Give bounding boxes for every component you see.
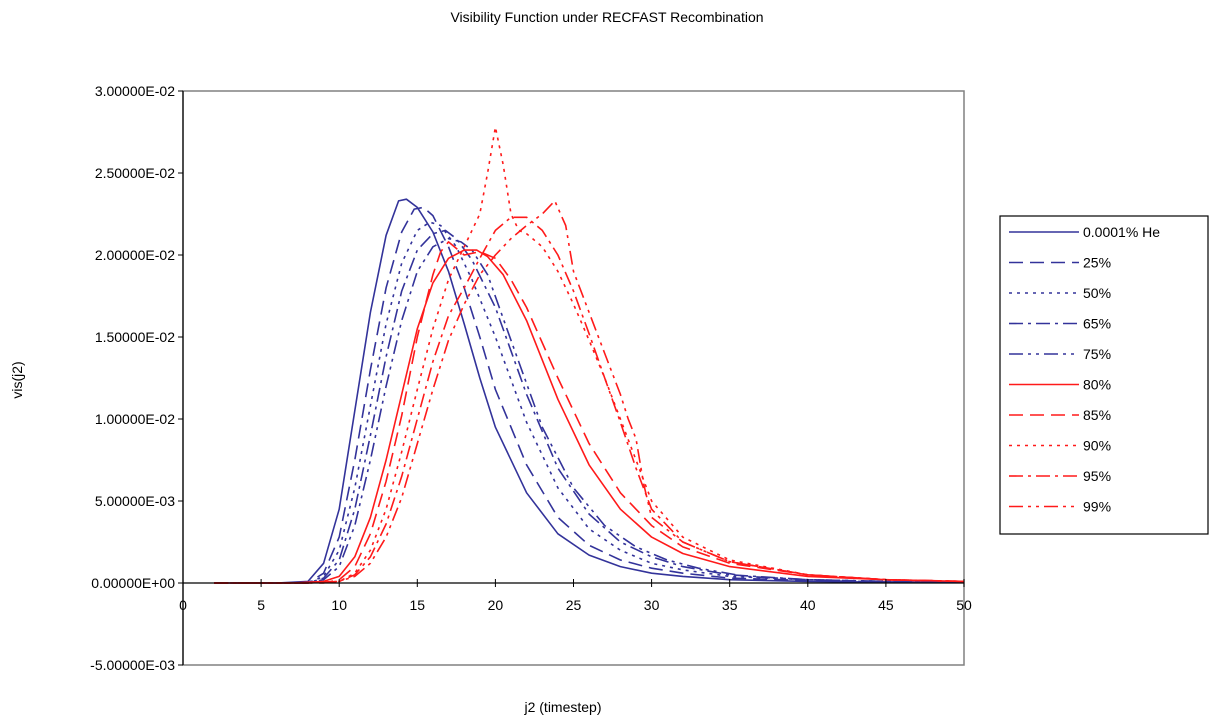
y-tick-label: 0.00000E+00: [91, 575, 175, 591]
legend-label-9: 95%: [1083, 468, 1111, 484]
x-tick-label: 0: [179, 597, 187, 613]
y-tick-label: 2.00000E-02: [95, 247, 175, 263]
series-line-5: [214, 237, 965, 584]
x-axis-title: j2 (timestep): [523, 699, 601, 715]
x-tick-label: 10: [331, 597, 347, 613]
x-tick-label: 50: [956, 597, 972, 613]
x-tick-label: 40: [800, 597, 816, 613]
legend-label-6: 80%: [1083, 377, 1111, 393]
legend-label-1: 0.0001% He: [1083, 224, 1160, 240]
legend-box: [999, 215, 1209, 535]
legend-label-3: 50%: [1083, 285, 1111, 301]
y-tick-label: 1.00000E-02: [95, 411, 175, 427]
series-line-6: [214, 249, 965, 584]
x-tick-label: 20: [488, 597, 504, 613]
axis-layer: 0 5 10 15 20 25 30 35 40 45 50 -5.00000E-03 0.00000E…: [90, 83, 972, 673]
x-tick-label: 35: [722, 597, 738, 613]
legend: 0.0001% He 25% 50% 65% 75% 80% 85% 90% 95% 99%: [999, 215, 1209, 535]
y-tick-label: 2.50000E-02: [95, 165, 175, 181]
legend-label-8: 90%: [1083, 438, 1111, 454]
legend-label-7: 85%: [1083, 407, 1111, 423]
legend-label-2: 25%: [1083, 255, 1111, 271]
series-line-7: [214, 241, 965, 584]
legend-label-4: 65%: [1083, 316, 1111, 332]
x-tick-label: 15: [410, 597, 426, 613]
y-tick-label: -5.00000E-03: [90, 657, 175, 673]
y-tick-label: 5.00000E-03: [95, 493, 175, 509]
y-tick-label: 3.00000E-02: [95, 83, 175, 99]
series-line-8: [214, 126, 965, 584]
series-line-2: [214, 206, 965, 584]
legend-label-5: 75%: [1083, 346, 1111, 362]
plot-area: [182, 90, 965, 666]
y-axis-title: vis(j2): [9, 361, 25, 398]
x-tick-label: 25: [566, 597, 582, 613]
legend-label-10: 99%: [1083, 499, 1111, 515]
x-tick-label: 5: [257, 597, 265, 613]
x-tick-label: 45: [878, 597, 894, 613]
series-layer: [214, 126, 965, 584]
chart-title: Visibility Function under RECFAST Recomb…: [450, 9, 763, 25]
series-line-4: [214, 229, 965, 584]
series-line-1: [214, 198, 965, 584]
series-line-9: [214, 216, 965, 584]
y-tick-label: 1.50000E-02: [95, 329, 175, 345]
legend-items: 0.0001% He 25% 50% 65% 75% 80% 85% 90% 95% 99%: [1009, 224, 1160, 515]
x-tick-label: 30: [644, 597, 660, 613]
